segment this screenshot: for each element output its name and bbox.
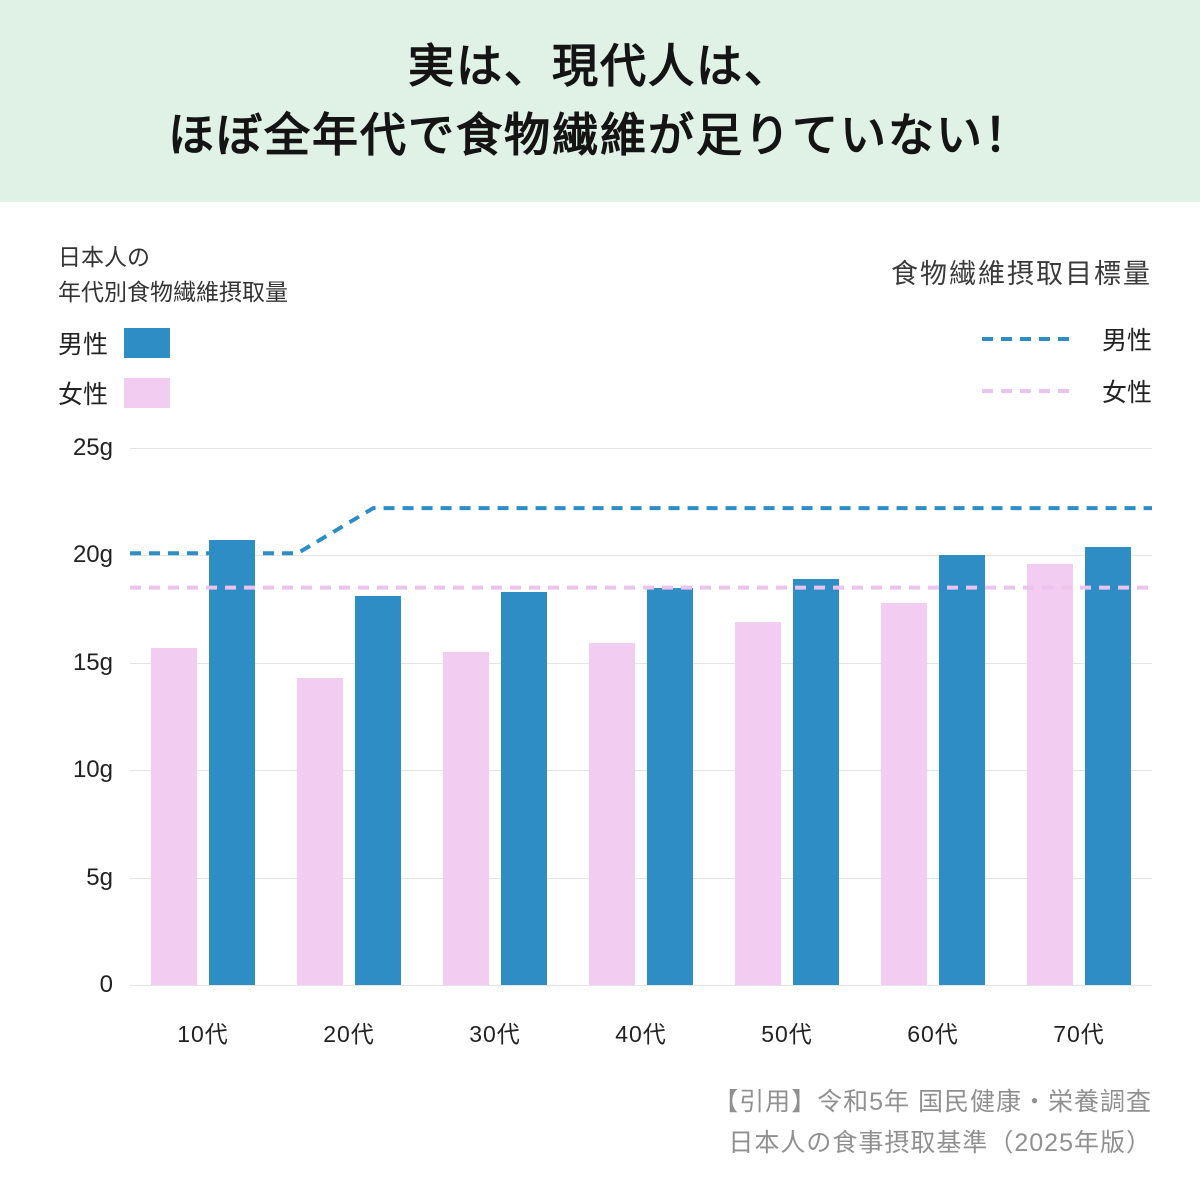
bar-legend-title-line1: 日本人の [58,244,150,270]
gridline [130,555,1152,557]
bar-group-30代 [422,448,568,985]
source-citation: 【引用】令和5年 国民健康・栄養調査 日本人の食事摂取基準（2025年版） [713,1082,1152,1165]
legend-item-male: 男性 [58,325,288,361]
legend-female-swatch [124,378,171,408]
target-legend-female-label: 女性 [1101,379,1152,407]
gridline [130,985,1152,986]
bar-女性-30代 [443,652,489,985]
x-tick-label-20代: 20代 [323,1021,375,1047]
target-line-男性 [130,506,1152,556]
page-title: 実は、現代人は、ほぼ全年代で食物繊維が足りていない！ [168,32,1032,170]
target-lines-overlay [130,506,1152,590]
bar-legend-title: 日本人の年代別食物繊維摂取量 [58,240,288,309]
y-tick-label: 10g [72,756,113,784]
bar-group-10代 [130,448,276,985]
x-tick-label-60代: 60代 [907,1021,959,1047]
bar-男性-70代 [1085,546,1131,985]
bar-女性-50代 [735,622,781,985]
y-tick-label: 5g [86,863,113,891]
male-dashed-line-sample [981,337,1074,341]
bar-legend: 日本人の年代別食物繊維摂取量 男性 女性 [58,240,288,425]
source-line2: 日本人の食事摂取基準（2025年版） [728,1129,1152,1158]
page-title-line2: ほぼ全年代で食物繊維が足りていない！ [168,109,1032,161]
bar-group-70代 [1006,448,1152,985]
y-tick-label: 15g [72,648,113,676]
female-dashed-line-sample [981,389,1074,393]
gridline [130,770,1152,772]
bar-legend-title-line2: 年代別食物繊維摂取量 [58,278,288,305]
y-tick-label: 20g [72,541,113,569]
bar-男性-50代 [793,579,839,985]
header-banner: 実は、現代人は、ほぼ全年代で食物繊維が足りていない！ [0,0,1200,202]
x-tick-label-50代: 50代 [761,1021,813,1047]
y-tick-label: 0 [99,971,113,998]
bar-女性-20代 [297,677,343,985]
bar-group-20代 [276,448,422,985]
page-title-line1: 実は、現代人は、 [408,40,792,92]
gridline [130,448,1152,449]
target-legend-item-female: 女性 [891,373,1152,409]
x-tick-label-70代: 70代 [1053,1021,1105,1047]
target-legend-male-label: 男性 [1101,327,1152,355]
bar-男性-40代 [647,587,693,985]
fiber-intake-chart: 25g 20g 15g 10g 5g 0 [0,434,1200,998]
bar-女性-40代 [589,643,635,985]
legend-female-label: 女性 [58,381,109,409]
target-line-legend: 食物繊維摂取目標量 男性 女性 [891,252,1152,425]
bar-女性-60代 [881,602,927,985]
y-axis-labels: 25g 20g 15g 10g 5g 0 [0,434,113,998]
gridline [130,662,1152,664]
legend-male-swatch [124,328,171,358]
target-legend-title: 食物繊維摂取目標量 [891,259,1152,289]
legend-male-label: 男性 [58,331,109,359]
source-line1: 【引用】令和5年 国民健康・栄養調査 [713,1088,1152,1116]
x-axis-labels: 10代 20代 30代 40代 50代 60代 70代 [130,1015,1152,1049]
bar-女性-70代 [1027,564,1073,985]
gridline [130,877,1152,879]
bar-男性-20代 [355,596,401,985]
x-tick-label-10代: 10代 [177,1021,229,1047]
bar-group-50代 [714,448,860,985]
legend-item-female: 女性 [58,375,288,411]
bar-group-60代 [860,448,1006,985]
x-tick-label-40代: 40代 [615,1021,667,1047]
bar-group-40代 [568,448,714,985]
bar-groups [130,448,1152,985]
bar-男性-30代 [501,591,547,985]
target-legend-item-male: 男性 [891,321,1152,357]
bar-女性-10代 [151,647,197,985]
x-tick-label-30代: 30代 [469,1021,521,1047]
bar-男性-10代 [209,540,255,985]
plot-area [130,448,1152,986]
bar-男性-60代 [939,555,985,985]
y-tick-label: 25g [72,434,113,461]
